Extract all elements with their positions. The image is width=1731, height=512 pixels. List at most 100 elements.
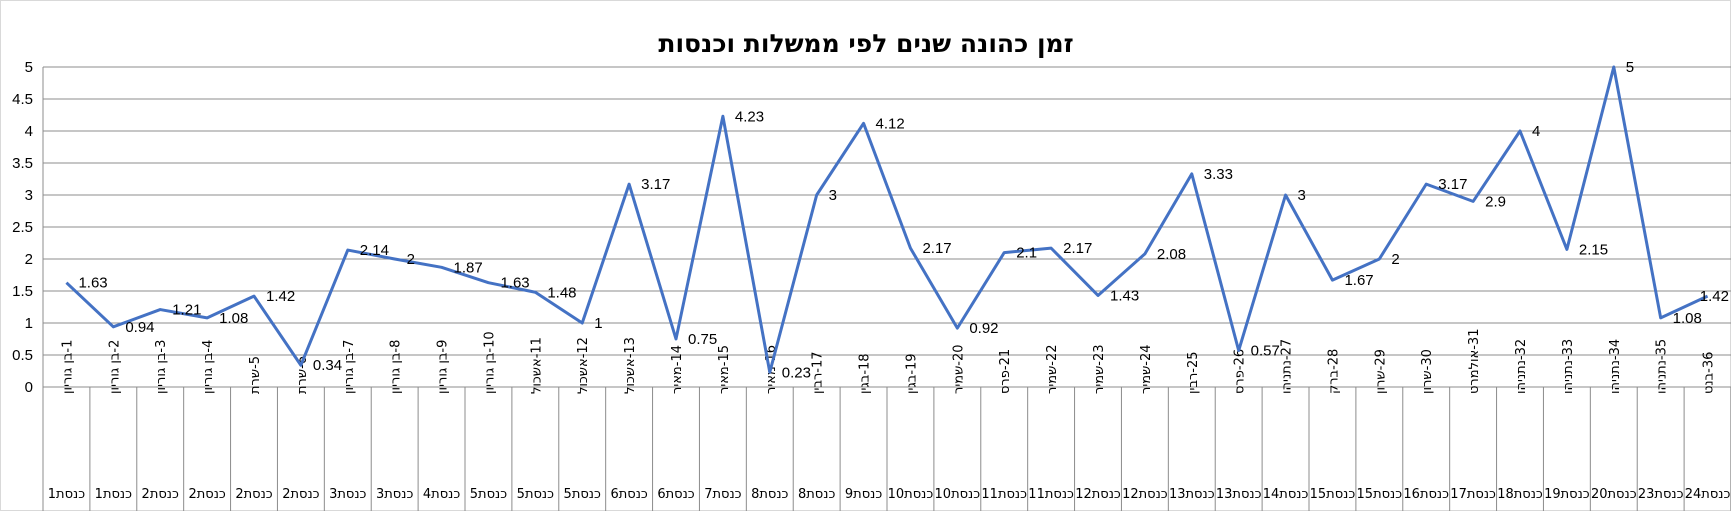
data-label: 2.9 — [1485, 193, 1506, 210]
category-label: 10-בן גוריון — [482, 331, 497, 394]
category-label: 28-ברק — [1326, 349, 1341, 394]
category-group-label: כנסת23 — [1638, 487, 1684, 502]
data-label: 2.15 — [1579, 241, 1608, 258]
category-group-label: כנסת4 — [423, 487, 460, 502]
data-label: 1.08 — [1673, 310, 1702, 327]
category-group-label: כנסת2 — [188, 487, 225, 502]
category-label: 34-נתניהו — [1608, 339, 1623, 394]
data-label: 2.14 — [360, 242, 389, 259]
y-tick-label: 2 — [25, 251, 33, 268]
data-label: 1.48 — [547, 284, 576, 301]
category-label: 36-בנט — [1702, 352, 1717, 394]
category-label: 4-בן גוריון — [201, 340, 216, 394]
category-group-label: כנסת19 — [1544, 487, 1590, 502]
data-label: 3 — [829, 187, 837, 204]
category-group-label: כנסת17 — [1450, 487, 1496, 502]
category-label: 30-שרון — [1420, 349, 1435, 394]
data-label: 1.42 — [266, 288, 295, 305]
category-group-label: כנסת2 — [235, 487, 272, 502]
category-group-label: כנסת15 — [1310, 487, 1356, 502]
data-label: 0.92 — [969, 320, 998, 337]
data-labels: 1.630.941.21 1.081.420.342.142 1.871.631.4… — [78, 59, 1729, 381]
category-label: 20-שמיר — [951, 344, 966, 394]
category-label: 11-אשכול — [529, 337, 544, 394]
category-group-label: כנסת11 — [981, 487, 1027, 502]
data-label: 0.34 — [313, 357, 342, 374]
data-label: 0.57 — [1251, 343, 1280, 360]
data-label: 2 — [407, 251, 415, 268]
category-group-label: כנסת24 — [1685, 487, 1731, 502]
category-group-label: כנסת5 — [517, 487, 554, 502]
data-label: 0.23 — [782, 364, 811, 381]
data-label: 3.17 — [1438, 176, 1467, 193]
data-label: 2.17 — [922, 240, 951, 257]
x-axis-categories: 1-בן גוריון כנסת1 2-בן גוריון כנסת1 3-בן גור… — [42, 329, 1731, 511]
data-label: 1 — [594, 315, 602, 332]
category-group-label: כנסת2 — [142, 487, 179, 502]
data-label: 4.12 — [876, 115, 905, 132]
category-group-label: כנסת2 — [282, 487, 319, 502]
data-label: 1.43 — [1110, 287, 1139, 304]
y-tick-label: 3.5 — [12, 155, 33, 172]
data-label: 2.17 — [1063, 240, 1092, 257]
category-label: 26-פרס — [1233, 349, 1248, 394]
y-axis-ticks: 0 0.5 1 1.5 2 2.5 3 3.5 4 4.5 5 — [12, 59, 33, 396]
category-group-label: כנסת12 — [1122, 487, 1168, 502]
category-group-label: כנסת8 — [751, 487, 788, 502]
data-label: 4 — [1532, 123, 1540, 140]
data-label: 3.33 — [1204, 166, 1233, 183]
category-label: 23-שמיר — [1092, 344, 1107, 394]
category-label: 35-נתניהו — [1655, 339, 1670, 394]
category-label: 6-שרת — [295, 356, 310, 394]
data-label: 0.75 — [688, 331, 717, 348]
category-label: 33-נתניהו — [1561, 339, 1576, 394]
data-label: 4.23 — [735, 108, 764, 125]
category-label: 5-שרת — [248, 356, 263, 394]
category-label: 12-אשכול — [576, 337, 591, 394]
y-tick-label: 0 — [25, 379, 33, 396]
category-group-label: כנסת3 — [376, 487, 413, 502]
category-group-label: כנסת1 — [95, 487, 132, 502]
category-group-label: כנסת6 — [610, 487, 647, 502]
data-label: 3 — [1298, 187, 1306, 204]
data-label: 1.21 — [172, 302, 201, 319]
category-label: 31-אולמרט — [1467, 329, 1482, 394]
y-tick-label: 1 — [25, 315, 33, 332]
category-label: 24-שמיר — [1139, 344, 1154, 394]
data-label: 0.94 — [125, 319, 154, 336]
category-group-label: כנסת16 — [1403, 487, 1449, 502]
category-label: 7-בן גוריון — [342, 340, 357, 394]
category-label: 32-נתניהו — [1514, 339, 1529, 394]
category-group-label: כנסת20 — [1591, 487, 1637, 502]
y-tick-label: 4.5 — [12, 91, 33, 108]
category-group-label: כנסת14 — [1263, 487, 1309, 502]
category-group-label: כנסת6 — [657, 487, 694, 502]
category-label: 22-שמיר — [1045, 344, 1060, 394]
category-group-label: כנסת5 — [470, 487, 507, 502]
y-tick-label: 5 — [25, 59, 33, 76]
category-label: 9-בן גוריון — [436, 340, 451, 394]
category-group-label: כנסת13 — [1216, 487, 1262, 502]
data-label: 1.42 — [1700, 288, 1729, 305]
category-group-label: כנסת9 — [845, 487, 882, 502]
category-group-label: כנסת18 — [1497, 487, 1543, 502]
category-group-label: כנסת3 — [329, 487, 366, 502]
data-label: 1.63 — [500, 275, 529, 292]
category-label: 17-רבין — [811, 351, 826, 394]
category-label: 19-בגין — [904, 353, 919, 394]
data-label: 3.17 — [641, 176, 670, 193]
category-label: 13-אשכול — [623, 337, 638, 394]
category-group-label: כנסת5 — [564, 487, 601, 502]
data-label: 1.63 — [78, 275, 107, 292]
category-group-label: כנסת11 — [1028, 487, 1074, 502]
category-group-label: כנסת7 — [704, 487, 741, 502]
category-group-label: כנסת8 — [798, 487, 835, 502]
category-label: 14-מאיר — [670, 345, 685, 394]
category-label: 25-רבין — [1186, 351, 1201, 394]
data-label: 1.87 — [454, 259, 483, 276]
category-group-label: כנסת10 — [935, 487, 981, 502]
y-tick-label: 2.5 — [12, 219, 33, 236]
data-label: 2.1 — [1016, 245, 1037, 262]
category-label: 29-שרון — [1373, 349, 1388, 394]
